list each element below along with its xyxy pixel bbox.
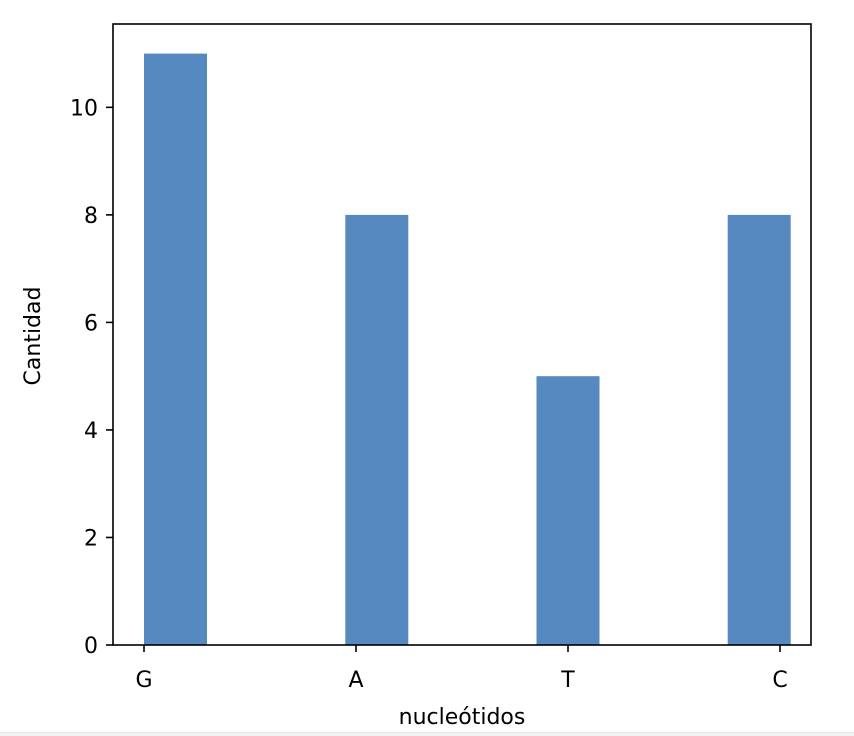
y-axis-ticks: 0 2 4 6 8 10: [70, 96, 113, 659]
bar-a: [345, 214, 409, 645]
x-tick-label: T: [560, 668, 575, 693]
x-tick-label: A: [348, 668, 363, 693]
bar-g: [144, 53, 207, 646]
y-tick-label: 8: [84, 204, 98, 229]
y-tick-label: 10: [70, 96, 98, 121]
x-tick-label: C: [772, 668, 787, 693]
bar-t: [536, 376, 600, 645]
x-tick-label: G: [135, 668, 152, 693]
y-tick-label: 4: [84, 419, 98, 444]
bar-c: [727, 214, 791, 645]
x-axis-label: nucleótidos: [399, 705, 526, 730]
y-tick-label: 0: [84, 634, 98, 659]
bars-group: [144, 53, 791, 646]
bottom-strip: [0, 732, 854, 736]
y-tick-label: 2: [84, 526, 98, 551]
plot-frame: [112, 23, 812, 646]
y-tick-label: 6: [84, 311, 98, 336]
y-axis-label: Cantidad: [21, 287, 46, 386]
